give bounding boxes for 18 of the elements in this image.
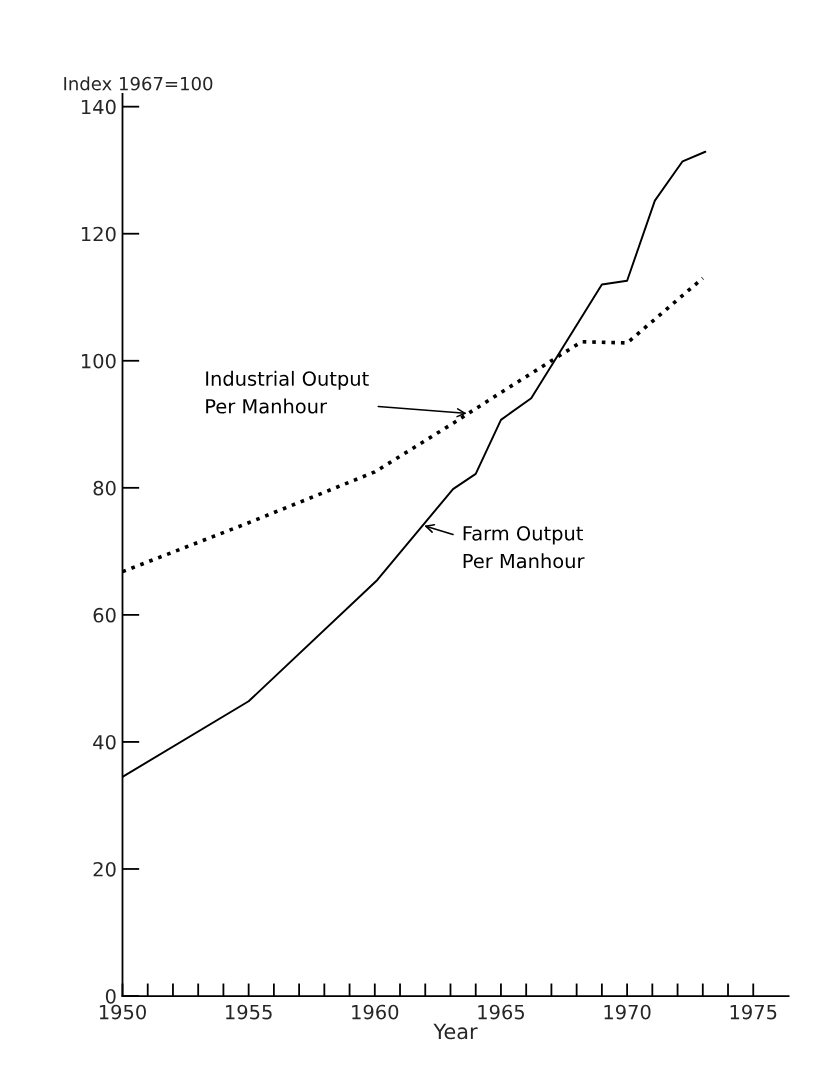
y-tick-label: 20 xyxy=(93,861,116,877)
y-tick-label: 60 xyxy=(93,607,116,623)
y-tick-label: 0 xyxy=(105,988,116,1004)
text: Industrial Output Per Manhour xyxy=(206,370,369,414)
x-tick-label: 1950 xyxy=(99,1004,146,1020)
y-tick-label: 120 xyxy=(81,226,116,242)
x-tick-label: 1975 xyxy=(730,1004,777,1020)
x-axis-title: Year xyxy=(433,1023,478,1040)
y-tick-label: 140 xyxy=(81,99,116,115)
x-tick-label: 1970 xyxy=(604,1004,651,1020)
x-tick-label: 1960 xyxy=(352,1004,399,1020)
x-tick-label: 1965 xyxy=(478,1004,524,1020)
y-tick-label: 40 xyxy=(93,734,116,750)
y-axis-title: Index 1967=100 xyxy=(64,76,213,91)
x-tick-label: 1955 xyxy=(226,1004,272,1020)
y-tick-label: 80 xyxy=(93,480,116,496)
legend-label: Farm Output Per Manhour xyxy=(463,525,585,569)
y-tick-label: 100 xyxy=(81,353,116,369)
